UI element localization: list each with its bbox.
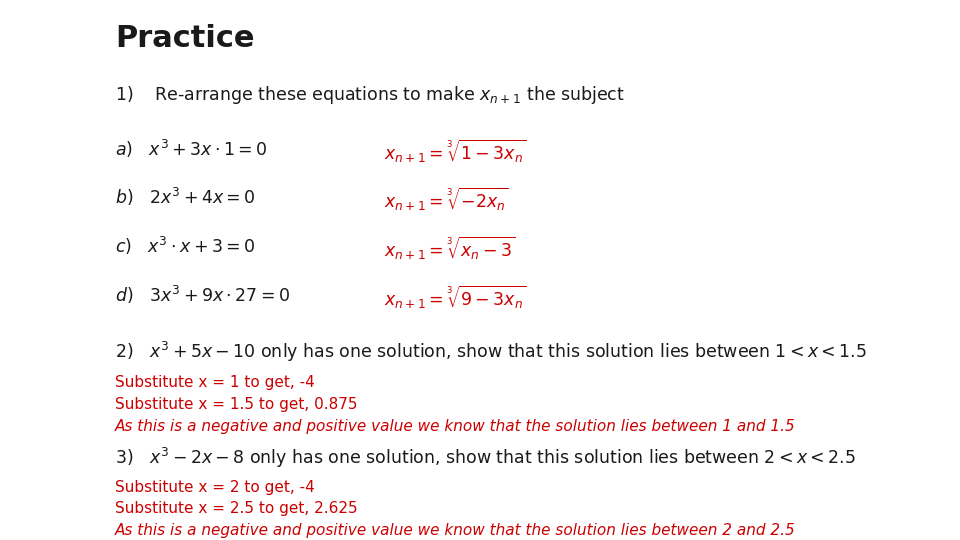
Text: 3)   $x^3 - 2x - 8$ only has one solution, show that this solution lies between : 3) $x^3 - 2x - 8$ only has one solution,…	[115, 446, 856, 470]
Text: $c)$   $x^3 \cdot x + 3 = 0$: $c)$ $x^3 \cdot x + 3 = 0$	[115, 235, 255, 257]
Text: 1)    Re-arrange these equations to make $x_{n+1}$ the subject: 1) Re-arrange these equations to make $x…	[115, 84, 625, 106]
Text: 2)   $x^3 + 5x - 10$ only has one solution, show that this solution lies between: 2) $x^3 + 5x - 10$ only has one solution…	[115, 340, 867, 364]
Text: As this is a negative and positive value we know that the solution lies between : As this is a negative and positive value…	[115, 523, 796, 538]
Text: $x_{n+1} = \sqrt[3]{-2x_n}$: $x_{n+1} = \sqrt[3]{-2x_n}$	[384, 186, 509, 213]
Text: Substitute x = 1.5 to get, 0.875: Substitute x = 1.5 to get, 0.875	[115, 397, 358, 412]
Text: $a)$   $x^3 + 3x \cdot 1 = 0$: $a)$ $x^3 + 3x \cdot 1 = 0$	[115, 138, 268, 160]
Text: Practice: Practice	[115, 24, 254, 53]
Text: $d)$   $3x^3 + 9x \cdot 27 = 0$: $d)$ $3x^3 + 9x \cdot 27 = 0$	[115, 284, 290, 306]
Text: Substitute x = 2.5 to get, 2.625: Substitute x = 2.5 to get, 2.625	[115, 501, 358, 516]
Text: $b)$   $2x^3 + 4x = 0$: $b)$ $2x^3 + 4x = 0$	[115, 186, 255, 208]
Text: $x_{n+1} = \sqrt[3]{9 - 3x_n}$: $x_{n+1} = \sqrt[3]{9 - 3x_n}$	[384, 284, 527, 310]
Text: $x_{n+1} = \sqrt[3]{1 - 3x_n}$: $x_{n+1} = \sqrt[3]{1 - 3x_n}$	[384, 138, 527, 165]
Text: As this is a negative and positive value we know that the solution lies between : As this is a negative and positive value…	[115, 418, 796, 434]
Text: $x_{n+1} = \sqrt[3]{x_n - 3}$: $x_{n+1} = \sqrt[3]{x_n - 3}$	[384, 235, 516, 262]
Text: Substitute x = 1 to get, -4: Substitute x = 1 to get, -4	[115, 375, 315, 390]
Text: Substitute x = 2 to get, -4: Substitute x = 2 to get, -4	[115, 480, 315, 495]
